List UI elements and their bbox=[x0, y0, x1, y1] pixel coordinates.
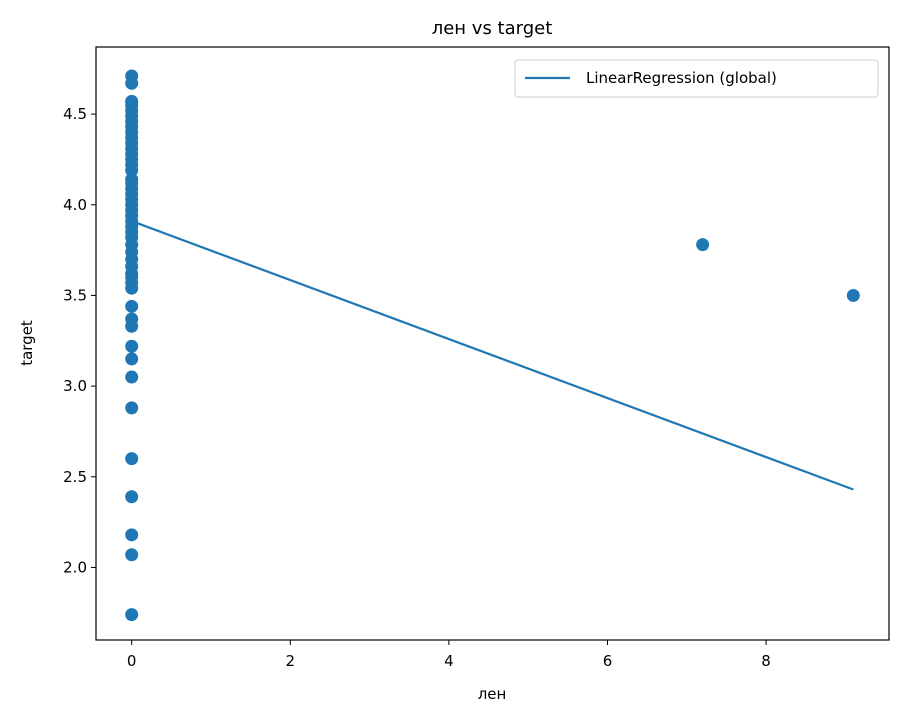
x-tick-label: 6 bbox=[603, 652, 613, 670]
y-tick-label: 4.5 bbox=[63, 105, 87, 123]
x-tick-label: 2 bbox=[286, 652, 296, 670]
point bbox=[125, 452, 139, 466]
y-tick-label: 3.5 bbox=[63, 286, 87, 304]
point bbox=[846, 288, 860, 302]
plot-frame bbox=[95, 46, 890, 641]
y-axis-label: target bbox=[18, 320, 36, 366]
x-axis-label: лен bbox=[478, 685, 507, 703]
y-tick-label: 2.5 bbox=[63, 468, 87, 486]
point bbox=[125, 528, 139, 542]
chart-title: лен vs target bbox=[432, 18, 553, 39]
point bbox=[125, 76, 139, 90]
point bbox=[696, 238, 710, 252]
x-tick-label: 8 bbox=[761, 652, 771, 670]
y-tick-label: 2.0 bbox=[63, 558, 87, 576]
legend-label: LinearRegression (global) bbox=[586, 69, 777, 87]
line bbox=[131, 220, 854, 491]
y-tick-label: 3.0 bbox=[63, 377, 87, 395]
point bbox=[125, 548, 139, 562]
point bbox=[125, 163, 139, 177]
point bbox=[125, 401, 139, 415]
point bbox=[125, 352, 139, 366]
point bbox=[125, 490, 139, 504]
point bbox=[125, 608, 139, 622]
point bbox=[125, 370, 139, 384]
point bbox=[125, 281, 139, 295]
point bbox=[125, 339, 139, 353]
x-tick-label: 0 bbox=[127, 652, 137, 670]
x-tick-label: 4 bbox=[444, 652, 454, 670]
y-tick-label: 4.0 bbox=[63, 196, 87, 214]
legend-box bbox=[514, 59, 879, 98]
point bbox=[125, 299, 139, 313]
point bbox=[125, 319, 139, 333]
